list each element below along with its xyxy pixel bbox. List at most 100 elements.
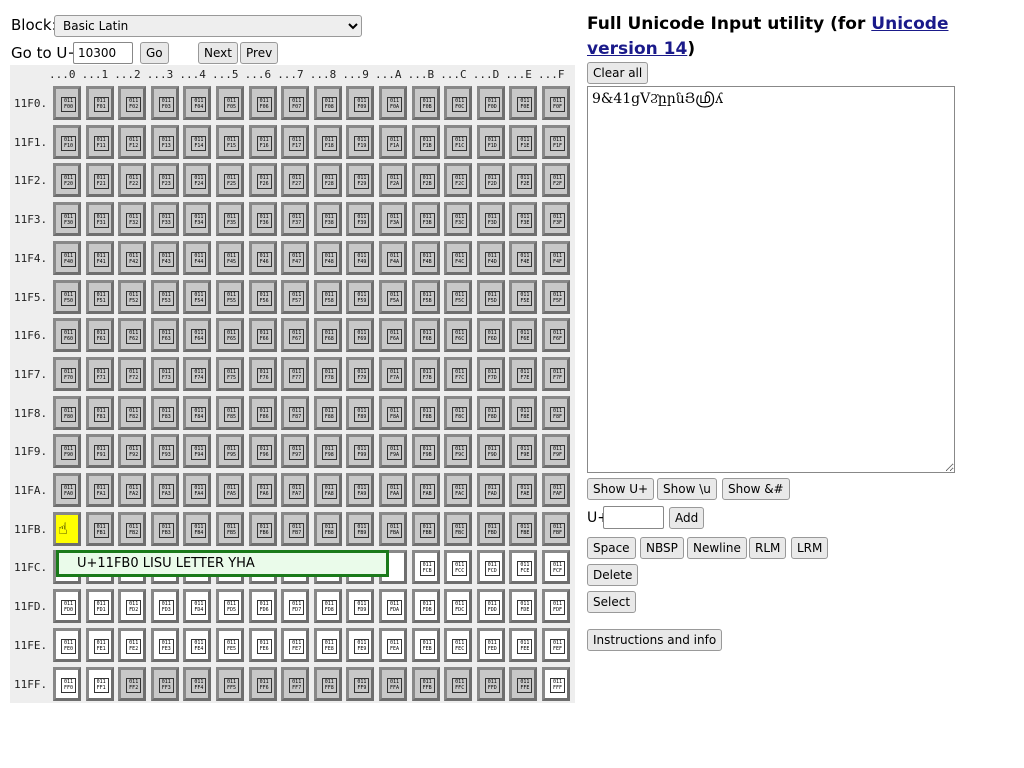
character-cell[interactable]: 011 F60 (53, 318, 81, 353)
character-cell[interactable]: 011 F74 (183, 356, 212, 391)
character-cell[interactable]: 011 F35 (216, 202, 244, 237)
character-cell[interactable]: 011 FA5 (216, 473, 244, 507)
character-cell[interactable]: 011 F82 (118, 395, 147, 430)
character-cell[interactable]: 011 F65 (216, 318, 244, 353)
character-cell[interactable]: 011 FDF (542, 589, 570, 624)
character-cell[interactable]: 011 FEB (411, 627, 440, 662)
character-cell[interactable]: 011 F20 (53, 163, 81, 198)
character-cell[interactable]: 011 F67 (281, 318, 310, 353)
character-cell[interactable]: 011 F5E (509, 279, 538, 314)
rlm-button[interactable]: RLM (749, 537, 787, 559)
character-cell[interactable]: 011 F40 (53, 240, 81, 275)
character-cell[interactable]: 011 F0F (542, 86, 570, 120)
character-cell[interactable]: 011 F33 (150, 202, 179, 237)
lrm-button[interactable]: LRM (791, 537, 829, 559)
character-cell[interactable]: 011 F01 (85, 86, 114, 120)
character-cell[interactable]: 011 FDE (509, 589, 538, 624)
character-cell[interactable]: 011 F58 (313, 279, 342, 314)
character-cell[interactable]: 011 F07 (281, 86, 310, 120)
character-cell[interactable]: 011 F84 (183, 395, 212, 430)
character-cell[interactable]: 011 F15 (216, 124, 244, 159)
character-cell[interactable]: 011 F42 (118, 240, 147, 275)
character-cell[interactable]: 011 F12 (118, 124, 147, 159)
character-cell[interactable]: 011 F6A (379, 318, 407, 353)
character-cell[interactable]: 011 F95 (216, 434, 244, 469)
character-cell[interactable]: 011 F09 (346, 86, 375, 120)
character-cell[interactable]: 011 F4A (379, 240, 407, 275)
character-cell[interactable]: 011 F3A (379, 202, 407, 237)
character-cell[interactable]: 011 F0A (379, 86, 407, 120)
character-cell[interactable]: 011 F9E (509, 434, 538, 469)
character-cell[interactable]: 011 F1A (379, 124, 407, 159)
character-cell[interactable]: 011 FEC (444, 627, 473, 662)
character-cell[interactable]: 011 F2E (509, 163, 538, 198)
character-cell[interactable]: 011 F55 (216, 279, 244, 314)
character-cell[interactable]: 011 F24 (183, 163, 212, 198)
character-cell[interactable]: 011 F94 (183, 434, 212, 469)
character-cell[interactable]: 011 F6C (444, 318, 473, 353)
character-cell[interactable]: 011 F77 (281, 356, 310, 391)
newline-button[interactable]: Newline (687, 537, 747, 559)
character-cell[interactable]: 011 F34 (183, 202, 212, 237)
character-cell[interactable]: 011 FFB (411, 666, 440, 701)
character-cell[interactable]: 011 F54 (183, 279, 212, 314)
character-cell[interactable]: 011 F62 (118, 318, 147, 353)
character-cell[interactable]: 011 F37 (281, 202, 310, 237)
character-cell[interactable]: 011 FA7 (281, 473, 310, 507)
codepoint-input[interactable] (603, 506, 664, 529)
character-cell[interactable]: 011 F36 (248, 202, 277, 237)
character-cell[interactable]: 011 FCC (444, 550, 473, 585)
character-cell[interactable]: 011 FD7 (281, 589, 310, 624)
character-cell[interactable]: 011 FB4 (183, 511, 212, 546)
character-cell[interactable]: 011 F5C (444, 279, 473, 314)
character-cell[interactable]: 011 F38 (313, 202, 342, 237)
character-cell[interactable]: 011 F2B (411, 163, 440, 198)
character-cell[interactable]: 011 FA6 (248, 473, 277, 507)
character-cell[interactable]: 011 F93 (150, 434, 179, 469)
character-cell[interactable]: 011 FFC (444, 666, 473, 701)
character-cell[interactable]: 011 FF7 (281, 666, 310, 701)
character-cell[interactable]: 011 FFF (542, 666, 570, 701)
character-cell[interactable]: 011 F02 (118, 86, 147, 120)
character-cell[interactable]: 011 FCB (411, 550, 440, 585)
character-cell[interactable]: 011 FFA (379, 666, 407, 701)
character-cell[interactable]: 011 FF3 (150, 666, 179, 701)
character-cell[interactable]: 011 FB8 (313, 511, 342, 546)
character-cell[interactable]: 011 F8B (411, 395, 440, 430)
character-cell[interactable]: 011 FAF (542, 473, 570, 507)
character-cell[interactable]: 011 F9D (476, 434, 505, 469)
text-output-area[interactable]: 9&41gVϨ̇ըրնՅ⁠𑿰ʎ (587, 86, 955, 473)
character-cell[interactable]: 011 F8E (509, 395, 538, 430)
character-cell[interactable]: 011 F27 (281, 163, 310, 198)
character-cell[interactable]: 011 FF2 (118, 666, 147, 701)
character-cell[interactable]: 011 F18 (313, 124, 342, 159)
character-cell[interactable]: 011 FD5 (216, 589, 244, 624)
character-cell[interactable]: 011 FF1 (85, 666, 114, 701)
character-cell[interactable]: 011 FD0 (53, 589, 81, 624)
character-cell[interactable]: 011 F73 (150, 356, 179, 391)
character-cell[interactable]: 011 F44 (183, 240, 212, 275)
character-cell[interactable]: 011 F47 (281, 240, 310, 275)
character-cell[interactable]: 011 FAE (509, 473, 538, 507)
character-cell[interactable]: 011 F91 (85, 434, 114, 469)
character-cell[interactable]: 011 F2C (444, 163, 473, 198)
prev-button[interactable]: Prev (240, 42, 279, 64)
character-cell[interactable]: 011 F0E (509, 86, 538, 120)
character-cell[interactable]: 011 FB6 (248, 511, 277, 546)
character-cell[interactable]: 011 FAC (444, 473, 473, 507)
character-cell[interactable]: 011 F7F (542, 356, 570, 391)
character-cell[interactable]: 011 FA0 (53, 473, 81, 507)
character-cell[interactable]: 011 F8F (542, 395, 570, 430)
character-cell[interactable]: 011 F21 (85, 163, 114, 198)
character-cell[interactable]: 011 F8C (444, 395, 473, 430)
character-cell[interactable]: 011 F76 (248, 356, 277, 391)
next-button[interactable]: Next (198, 42, 238, 64)
character-cell[interactable]: 011 F79 (346, 356, 375, 391)
character-cell[interactable]: 011 F3E (509, 202, 538, 237)
character-cell[interactable]: 011 FBA (379, 511, 407, 546)
unicode-version-link[interactable]: Unicode version 14 (587, 14, 949, 59)
character-cell[interactable]: 011 FA1 (85, 473, 114, 507)
instructions-button[interactable]: Instructions and info (587, 629, 723, 651)
character-cell[interactable]: 011 FA3 (150, 473, 179, 507)
character-cell[interactable]: 011 F6D (476, 318, 505, 353)
